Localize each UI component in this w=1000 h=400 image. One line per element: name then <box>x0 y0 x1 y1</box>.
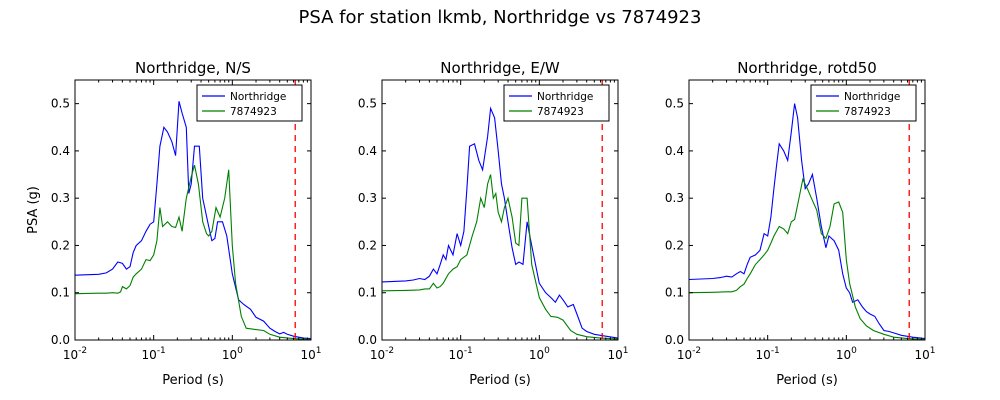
y-tick-label: 0.3 <box>51 191 70 205</box>
x-tick-label: 10-1 <box>142 346 166 362</box>
y-tick-label: 0.3 <box>358 191 377 205</box>
legend: Northridge 7874923 <box>503 84 610 122</box>
y-tick-label: 0.2 <box>358 238 377 252</box>
panels: Northridge, N/S 0.0 0.1 0.2 0.3 0.4 0.5 10-2 10-… <box>26 59 936 388</box>
plot-area <box>689 103 925 340</box>
series-line-simulated <box>75 164 311 340</box>
axes-frame <box>74 79 312 341</box>
x-axis-label: Period (s) <box>162 373 224 388</box>
x-tick-label: 101 <box>607 346 628 362</box>
chart-panel-2: Northridge, E/W 0.0 0.1 0.2 0.3 0.4 0.5 10-2 10-… <box>358 59 629 388</box>
legend-label: Northridge <box>230 91 286 103</box>
x-axis-label: Period (s) <box>469 373 531 388</box>
legend-label: Northridge <box>537 91 593 103</box>
plot-area <box>382 106 618 340</box>
y-tick-label: 0.5 <box>358 97 377 111</box>
x-tick-label: 10-2 <box>370 346 394 362</box>
plot-area <box>75 101 311 340</box>
y-tick-label: 0.2 <box>665 238 684 252</box>
chart-title: Northridge, rotd50 <box>737 59 877 77</box>
y-tick-label: 0.3 <box>665 191 684 205</box>
x-tick-label: 10-2 <box>677 346 701 362</box>
figure-title: PSA for station lkmb, Northridge vs 7874… <box>299 7 702 28</box>
series-line-simulated <box>689 177 925 340</box>
legend-label: 7874923 <box>537 106 584 118</box>
legend-label: 7874923 <box>230 106 277 118</box>
axes-frame <box>381 79 619 341</box>
legend: Northridge 7874923 <box>810 84 917 122</box>
legend-box <box>810 84 917 122</box>
series-line-recorded <box>75 101 311 340</box>
y-tick-label: 0.0 <box>358 333 377 347</box>
series-line-recorded <box>382 106 618 339</box>
x-tick-label: 10-2 <box>63 346 87 362</box>
y-tick-label: 0.4 <box>665 144 684 158</box>
axes-frame <box>688 79 926 341</box>
x-axis-label: Period (s) <box>776 373 838 388</box>
x-tick-label: 10-1 <box>756 346 780 362</box>
legend-label: Northridge <box>844 91 900 103</box>
y-axis-label: PSA (g) <box>26 186 41 234</box>
chart-title: Northridge, N/S <box>135 59 251 77</box>
y-tick-label: 0.1 <box>51 286 70 300</box>
chart-panel-1: Northridge, N/S 0.0 0.1 0.2 0.3 0.4 0.5 10-2 10-… <box>26 59 322 388</box>
legend-box <box>196 84 303 122</box>
chart-panel-3: Northridge, rotd50 0.0 0.1 0.2 0.3 0.4 0.5 10-2… <box>665 59 936 388</box>
y-tick-label: 0.1 <box>358 286 377 300</box>
series-line-simulated <box>382 174 618 340</box>
y-tick-label: 0.0 <box>665 333 684 347</box>
legend: Northridge 7874923 <box>196 84 303 122</box>
x-tick-label: 101 <box>300 346 321 362</box>
y-tick-label: 0.0 <box>51 333 70 347</box>
y-tick-label: 0.5 <box>665 97 684 111</box>
series-line-recorded <box>689 103 925 340</box>
chart-title: Northridge, E/W <box>440 59 560 77</box>
x-tick-label: 100 <box>836 346 857 362</box>
y-tick-label: 0.2 <box>51 238 70 252</box>
y-tick-label: 0.4 <box>51 144 70 158</box>
y-tick-label: 0.4 <box>358 144 377 158</box>
x-tick-label: 101 <box>914 346 935 362</box>
y-tick-label: 0.5 <box>51 97 70 111</box>
legend-label: 7874923 <box>844 106 891 118</box>
legend-box <box>503 84 610 122</box>
x-tick-label: 100 <box>529 346 550 362</box>
y-tick-label: 0.1 <box>665 286 684 300</box>
x-tick-label: 100 <box>222 346 243 362</box>
x-tick-label: 10-1 <box>449 346 473 362</box>
